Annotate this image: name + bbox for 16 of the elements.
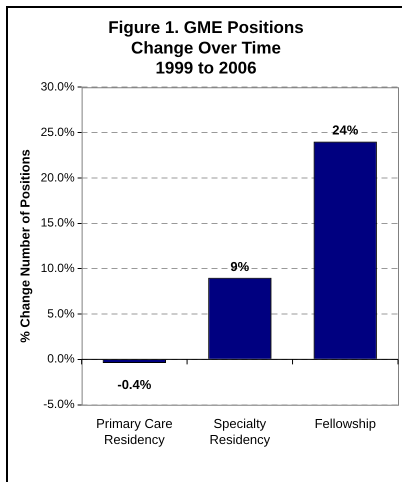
y-axis-title: % Change Number of Positions — [17, 149, 32, 343]
y-tick-label: 20.0% — [40, 170, 75, 184]
x-tick-label: Primary Care Residency — [96, 416, 173, 447]
y-tick-label: 25.0% — [40, 124, 75, 139]
x-tick-label: Fellowship — [314, 416, 376, 432]
y-tick-label: 15.0% — [40, 216, 75, 230]
y-tick-label: 30.0% — [40, 80, 75, 94]
data-label: 24% — [332, 122, 359, 138]
y-tick-label: 10.0% — [40, 261, 75, 275]
data-label: -0.4% — [117, 377, 152, 392]
y-tick-label: 5.0% — [47, 306, 75, 320]
chart-title: Figure 1. GME Positions Change Over Time 1999 to 2006 — [108, 18, 304, 78]
y-tick-label: 0.0% — [47, 352, 75, 366]
x-tick-label: Specialty Residency — [209, 416, 271, 447]
y-tick-label: -5.0% — [43, 397, 75, 412]
data-label: 9% — [230, 258, 250, 274]
